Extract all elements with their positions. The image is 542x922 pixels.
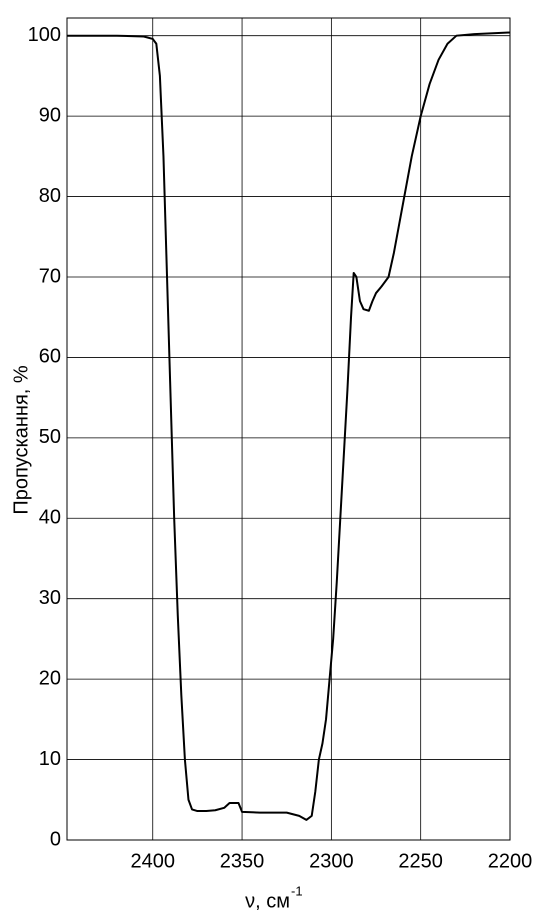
x-tick-label: 2400 [130,850,175,872]
y-tick-label: 70 [39,265,61,287]
x-tick-label: 2350 [220,850,265,872]
y-tick-label: 20 [39,667,61,689]
y-tick-label: 0 [50,828,61,850]
y-tick-label: 90 [39,104,61,126]
y-axis-label: Пропускання, % [10,365,32,515]
y-tick-label: 80 [39,185,61,207]
x-axis-label-superscript: -1 [291,883,303,898]
y-tick-label: 100 [28,24,61,46]
x-tick-label: 2300 [309,850,354,872]
plot-frame [66,17,511,841]
y-tick-label: 30 [39,587,61,609]
y-tick-label: 50 [39,426,61,448]
spectrum-line [67,31,511,821]
x-axis-label: ν, см [245,890,290,912]
y-tick-label: 40 [39,507,61,529]
y-tick-label: 10 [39,748,61,770]
x-tick-label: 2200 [488,850,533,872]
y-tick-label: 60 [39,346,61,368]
x-tick-label: 2250 [398,850,443,872]
